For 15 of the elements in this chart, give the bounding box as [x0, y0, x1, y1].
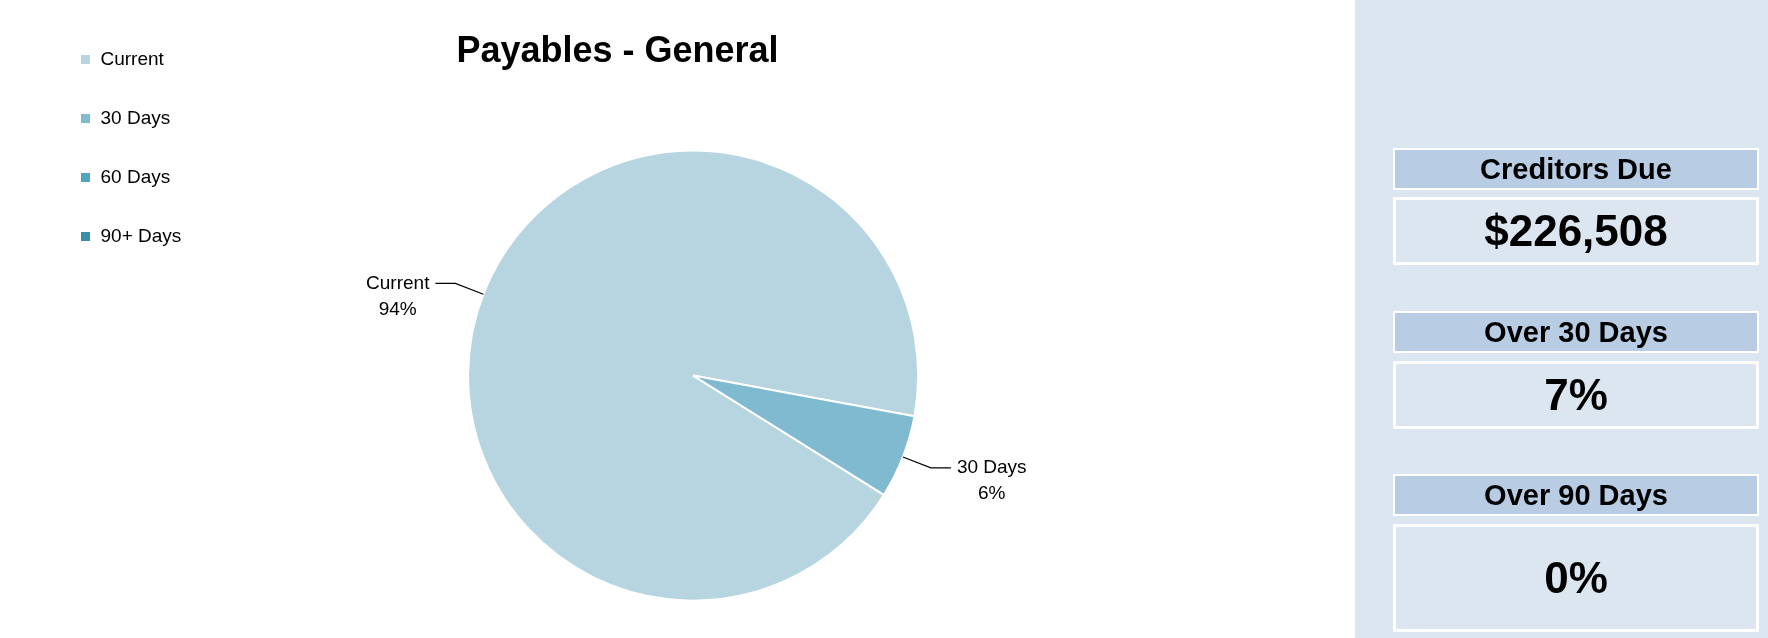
text: Over 30 Days: [1393, 311, 1759, 353]
text: 7%: [1393, 361, 1759, 429]
text: Over 90 Days: [1393, 474, 1759, 516]
text: 0%: [1393, 524, 1759, 632]
slice-label: 30 Days: [956, 456, 1027, 478]
text: $226,508: [1393, 197, 1759, 265]
legend-label: 60 Days: [100, 165, 171, 187]
data-label: 94%: [378, 297, 417, 319]
text: Creditors Due: [1393, 148, 1759, 190]
slice-label: Current: [366, 271, 431, 293]
legend-label: 90+ Days: [100, 224, 182, 246]
legend-label: Current: [100, 47, 165, 69]
legend-label: 30 Days: [100, 106, 171, 128]
data-label: 6%: [978, 482, 1006, 504]
chart-title: Payables - General: [456, 28, 779, 70]
